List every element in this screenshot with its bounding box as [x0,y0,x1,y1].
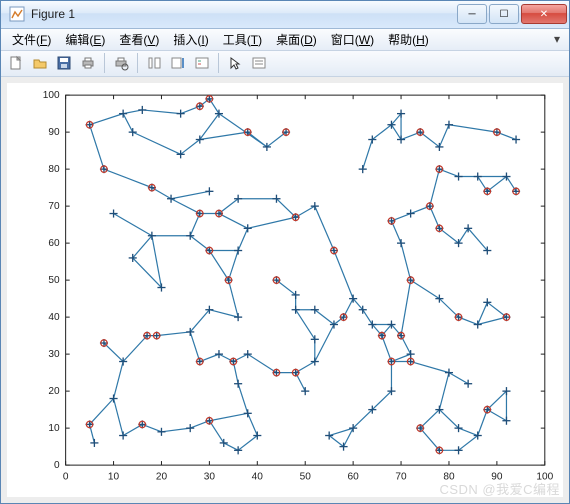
toolbar [1,51,569,77]
maximize-button[interactable]: ☐ [489,4,519,24]
svg-text:90: 90 [48,127,60,138]
window-title: Figure 1 [31,7,455,21]
watermark: CSDN @我爱C编程 [439,479,560,498]
svg-text:20: 20 [156,471,168,482]
svg-text:70: 70 [48,201,60,212]
menu-d[interactable]: 桌面(D) [269,29,324,50]
app-icon [9,6,25,22]
menubar: 文件(F)编辑(E)查看(V)插入(I)工具(T)桌面(D)窗口(W)帮助(H)… [1,29,569,51]
svg-text:70: 70 [395,471,407,482]
open-button[interactable] [29,52,51,74]
insert-panel-button[interactable] [248,52,270,74]
close-button[interactable]: ✕ [521,4,567,24]
svg-text:60: 60 [48,238,60,249]
svg-text:20: 20 [48,386,60,397]
minimize-button[interactable]: ─ [457,4,487,24]
axes-container: 0102030405060708090100010203040506070809… [7,83,563,497]
svg-text:0: 0 [63,471,69,482]
save-button[interactable] [53,52,75,74]
figure-area: 0102030405060708090100010203040506070809… [1,77,569,503]
print-preview-button[interactable] [110,52,132,74]
svg-text:40: 40 [48,312,60,323]
menu-h[interactable]: 帮助(H) [381,29,436,50]
toolbar-separator [218,53,219,73]
menu-v[interactable]: 查看(V) [112,29,166,50]
menu-e[interactable]: 编辑(E) [58,29,112,50]
svg-text:10: 10 [48,423,60,434]
svg-text:50: 50 [48,275,60,286]
menu-chevron-icon[interactable]: ▾ [549,32,565,46]
svg-text:40: 40 [252,471,264,482]
svg-text:50: 50 [300,471,312,482]
svg-text:80: 80 [48,164,60,175]
svg-text:0: 0 [54,460,60,471]
pointer-button[interactable] [224,52,246,74]
colorbar-button[interactable] [167,52,189,74]
datacursor-button[interactable] [143,52,165,74]
legend-button[interactable] [191,52,213,74]
svg-text:10: 10 [108,471,120,482]
print-button[interactable] [77,52,99,74]
titlebar[interactable]: Figure 1 ─ ☐ ✕ [1,1,569,29]
new-button[interactable] [5,52,27,74]
menu-f[interactable]: 文件(F) [5,29,58,50]
svg-text:60: 60 [348,471,360,482]
svg-text:100: 100 [43,90,60,101]
toolbar-separator [137,53,138,73]
svg-text:30: 30 [48,349,60,360]
toolbar-separator [104,53,105,73]
menu-i[interactable]: 插入(I) [166,29,215,50]
network-plot[interactable]: 0102030405060708090100010203040506070809… [7,83,563,497]
svg-text:30: 30 [204,471,216,482]
menu-w[interactable]: 窗口(W) [324,29,381,50]
menu-t[interactable]: 工具(T) [216,29,269,50]
figure-window: Figure 1 ─ ☐ ✕ 文件(F)编辑(E)查看(V)插入(I)工具(T)… [0,0,570,504]
